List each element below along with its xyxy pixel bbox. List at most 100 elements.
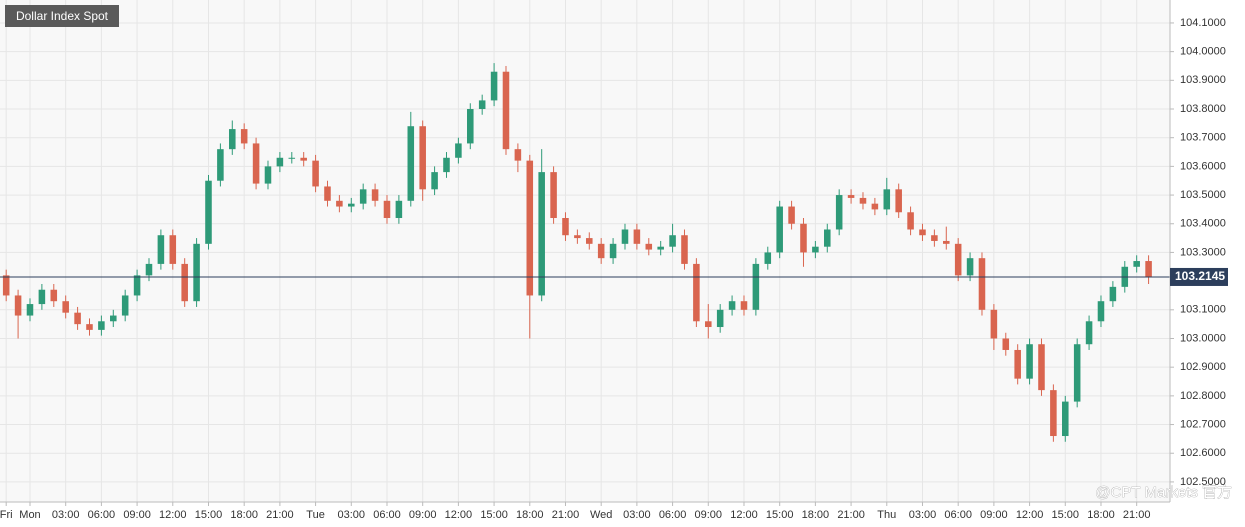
candle-body [1073, 344, 1081, 402]
candle-body [252, 143, 260, 184]
candle-body [1109, 286, 1117, 302]
candle-body [705, 321, 712, 328]
x-tick-label: 15:00 [766, 509, 794, 521]
candle-body [217, 149, 224, 181]
candle-body [681, 235, 688, 264]
last-price-box [1170, 267, 1228, 286]
x-tick-label: 09:00 [980, 509, 1008, 521]
candle-body [371, 189, 379, 201]
candle-body [229, 129, 236, 150]
candle-body [14, 295, 22, 316]
candle-body [824, 229, 831, 247]
candle-body [859, 197, 867, 204]
candle-body [50, 289, 58, 302]
candle-body [800, 223, 807, 253]
y-tick-label: 102.5000 [1180, 476, 1226, 488]
candle-body [669, 235, 676, 247]
x-tick-label: Fri [0, 509, 13, 521]
candle-body [264, 166, 272, 184]
y-tick-label: 103.3000 [1180, 246, 1226, 258]
candle-body [883, 189, 891, 210]
candle-body [562, 218, 569, 236]
x-tick-label: Thu [877, 509, 896, 521]
candle-body [324, 186, 331, 201]
candle-body [288, 157, 296, 159]
x-tick-label: 21:00 [837, 509, 865, 521]
candle-body [1085, 321, 1093, 345]
y-tick-label: 104.1000 [1180, 17, 1226, 29]
candle-body [407, 126, 415, 201]
candle-body [716, 309, 724, 328]
y-tick-label: 102.8000 [1180, 390, 1226, 402]
y-tick-label: 104.0000 [1180, 46, 1226, 58]
x-tick-label: 03:00 [909, 509, 937, 521]
candle-body [86, 324, 93, 330]
candle-body [74, 312, 81, 325]
candle-body [574, 235, 581, 239]
x-tick-label: Wed [590, 509, 612, 521]
x-tick-label: 18:00 [516, 509, 544, 521]
candle-body [919, 229, 926, 236]
candle-body [169, 235, 177, 264]
candle-body [110, 315, 117, 322]
candle-body [788, 206, 795, 224]
x-tick-label: 09:00 [123, 509, 151, 521]
candle-body [1014, 349, 1021, 379]
candle-body [121, 295, 129, 316]
y-tick-label: 103.9000 [1180, 74, 1226, 86]
x-tick-label: 06:00 [944, 509, 972, 521]
candle-body [205, 180, 212, 244]
candle-body [193, 243, 200, 302]
candle-body [467, 109, 474, 144]
y-tick-label: 103.1000 [1180, 304, 1226, 316]
candle-body [586, 238, 593, 244]
x-tick-label: 09:00 [695, 509, 723, 521]
candle-body [1050, 390, 1057, 437]
candle-body [348, 203, 355, 207]
x-tick-label: 21:00 [552, 509, 580, 521]
candle-body [1002, 338, 1010, 350]
y-tick-label: 102.6000 [1180, 447, 1226, 459]
candle-body [383, 200, 391, 219]
x-tick-label: 21:00 [266, 509, 294, 521]
candle-body [907, 212, 914, 230]
candle-body [431, 172, 438, 190]
y-tick-label: 103.6000 [1180, 160, 1226, 172]
candle-body [966, 258, 974, 276]
candle-body [978, 258, 986, 310]
title-box [5, 5, 119, 27]
candle-body [633, 229, 641, 244]
candle-body [240, 129, 248, 144]
x-tick-label: Mon [19, 509, 40, 521]
candle-body [776, 206, 783, 253]
candle-body [871, 203, 879, 210]
candle-body [693, 263, 700, 322]
candle-body [181, 263, 188, 302]
y-tick-label: 103.4000 [1180, 218, 1226, 230]
watermark: @CPT Markets 官方 [1095, 484, 1232, 501]
candle-body [1145, 261, 1152, 277]
candle-body [835, 195, 843, 230]
candle-body [657, 246, 664, 250]
candle-body [931, 235, 938, 241]
candle-body [514, 149, 522, 161]
candle-body [538, 172, 545, 296]
candle-body [62, 301, 69, 313]
x-tick-label: 12:00 [445, 509, 473, 521]
x-tick-label: 15:00 [195, 509, 223, 521]
candle-body [300, 157, 307, 161]
candle-body [847, 195, 855, 198]
candle-body [1133, 261, 1140, 267]
candle-body [1026, 344, 1033, 379]
candle-body [276, 157, 284, 167]
candle-body [1062, 401, 1069, 437]
x-tick-label: 09:00 [409, 509, 437, 521]
x-tick-label: 12:00 [159, 509, 187, 521]
y-tick-label: 102.9000 [1180, 361, 1226, 373]
x-tick-label: 21:00 [1123, 509, 1151, 521]
x-tick-label: 18:00 [230, 509, 258, 521]
x-tick-label: Tue [306, 509, 325, 521]
candle-body [645, 243, 653, 250]
